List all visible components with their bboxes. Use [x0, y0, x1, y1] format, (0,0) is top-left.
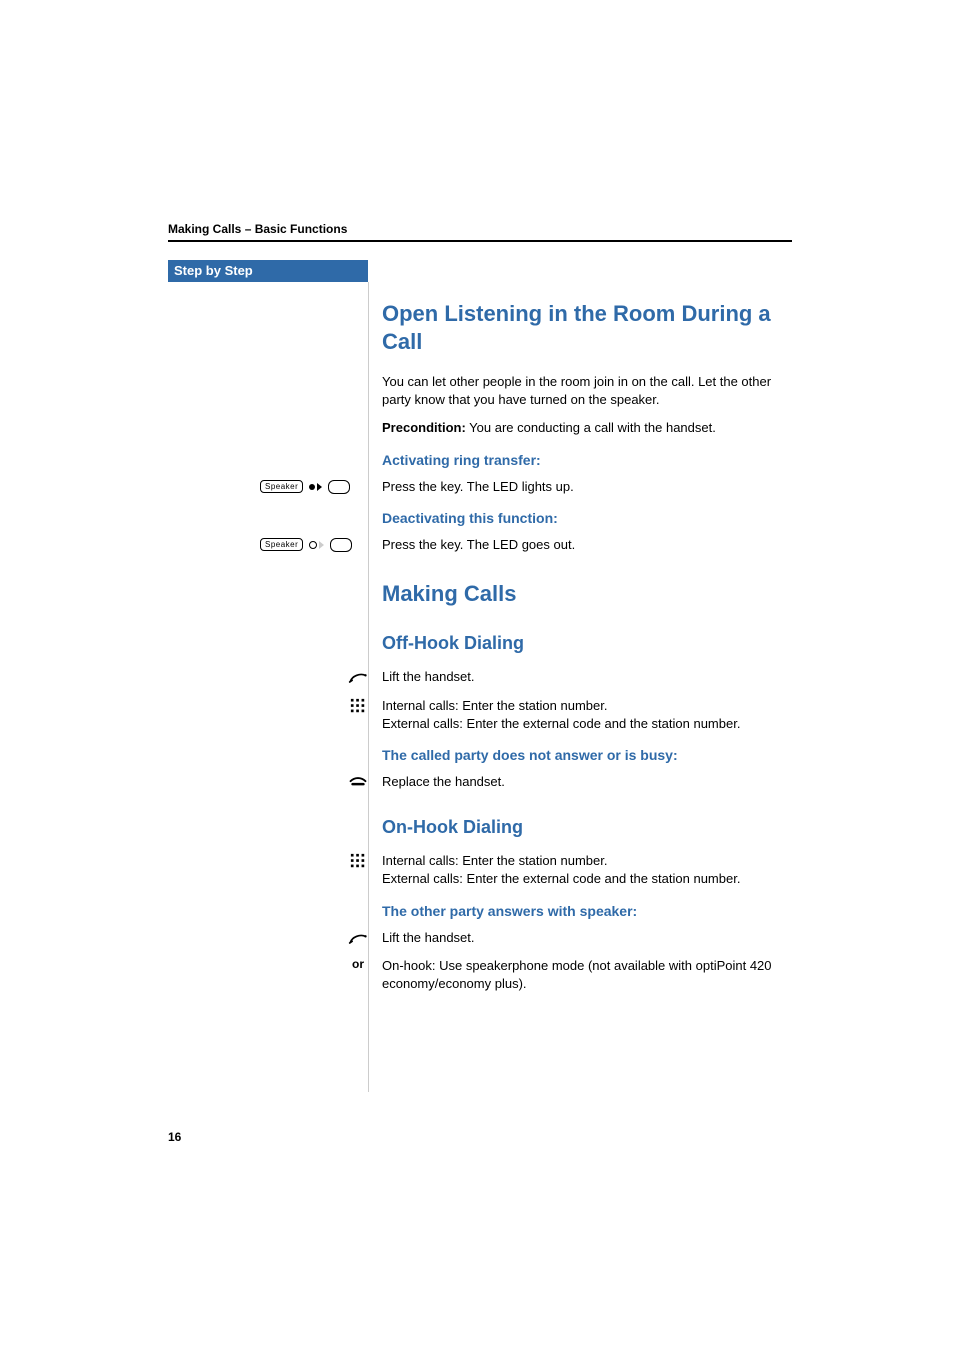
heading-on-hook: On-Hook Dialing	[382, 817, 792, 838]
header-rule	[168, 240, 792, 242]
running-head: Making Calls – Basic Functions	[168, 222, 347, 236]
key-icon	[330, 538, 352, 552]
open-listening-precondition: Precondition: You are conducting a call …	[382, 419, 792, 437]
or-label: or	[352, 957, 364, 971]
key-icon	[328, 480, 350, 494]
speaker-key-label: Speaker	[260, 538, 303, 551]
step-by-step-tab: Step by Step	[168, 260, 368, 282]
heading-open-listening: Open Listening in the Room During a Call	[382, 300, 792, 355]
off-hook-dial: Internal calls: Enter the station number…	[382, 697, 792, 733]
handset-replace-icon	[348, 774, 368, 790]
open-listening-intro: You can let other people in the room joi…	[382, 373, 792, 409]
activate-body: Press the key. The LED lights up.	[382, 478, 792, 496]
precondition-text: You are conducting a call with the hand­…	[466, 420, 716, 435]
noanswer-heading: The called party does not answer or is b…	[382, 747, 792, 763]
answers-heading: The other party answers with speaker:	[382, 903, 792, 919]
page-number: 16	[168, 1130, 181, 1144]
cue-lift-handset	[348, 668, 368, 686]
deactivate-heading: Deactivating this function:	[382, 510, 792, 526]
on-hook-lift: Lift the handset.	[382, 929, 792, 947]
on-hook-dial: Internal calls: Enter the station number…	[382, 852, 792, 888]
off-hook-replace: Replace the handset.	[382, 773, 792, 791]
heading-making-calls: Making Calls	[382, 580, 792, 608]
led-off-icon	[309, 541, 324, 549]
keypad-icon	[348, 698, 368, 714]
off-hook-lift: Lift the handset.	[382, 668, 792, 686]
cue-lift-handset	[348, 929, 368, 947]
led-on-icon	[309, 483, 322, 491]
handset-lift-icon	[348, 930, 368, 946]
handset-lift-icon	[348, 669, 368, 685]
activate-heading: Activating ring transfer:	[382, 452, 792, 468]
speaker-key-label: Speaker	[260, 480, 303, 493]
cue-keypad	[348, 852, 368, 870]
cue-keypad	[348, 697, 368, 715]
precondition-label: Precondition:	[382, 420, 466, 435]
sidebar-divider	[368, 282, 369, 1092]
keypad-icon	[348, 853, 368, 869]
page: Making Calls – Basic Functions Step by S…	[0, 0, 954, 1350]
heading-off-hook: Off-Hook Dialing	[382, 633, 792, 654]
deactivate-body: Press the key. The LED goes out.	[382, 536, 792, 554]
cue-speaker-key-off: Speaker	[260, 536, 352, 554]
cue-replace-handset	[348, 773, 368, 791]
content-column: Open Listening in the Room During a Call…	[382, 300, 792, 1003]
on-hook-or-text: On-hook: Use speakerphone mode (not avai…	[382, 957, 792, 993]
cue-speaker-key-on: Speaker	[260, 478, 350, 496]
